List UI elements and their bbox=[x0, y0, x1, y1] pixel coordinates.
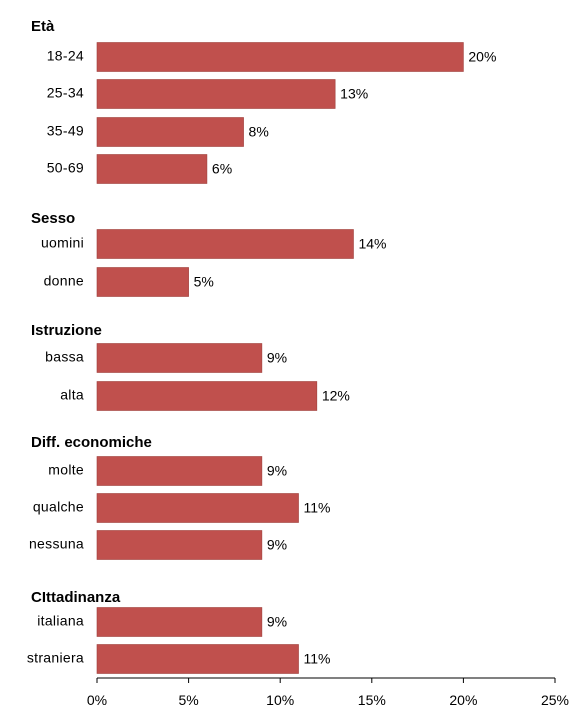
bar-istruzione-alta bbox=[96, 381, 318, 411]
data-label-sesso-donne: 5% bbox=[194, 274, 214, 290]
x-tick-label-1: 5% bbox=[178, 692, 198, 708]
data-label-diff-economiche-qualche: 11% bbox=[304, 500, 331, 516]
bar-eta-18-24 bbox=[96, 42, 464, 72]
bar-sesso-uomini bbox=[96, 229, 354, 259]
category-label-cittadinanza-straniera: straniera bbox=[27, 650, 84, 666]
category-label-eta-25-34: 25-34 bbox=[47, 85, 84, 101]
category-label-sesso-donne: donne bbox=[44, 273, 84, 289]
bar-eta-25-34 bbox=[96, 79, 336, 109]
data-label-diff-economiche-nessuna: 9% bbox=[267, 537, 287, 553]
data-label-istruzione-alta: 12% bbox=[322, 388, 350, 404]
data-label-cittadinanza-italiana: 9% bbox=[267, 614, 287, 630]
x-tick-label-2: 10% bbox=[266, 692, 294, 708]
group-title-cittadinanza: CIttadinanza bbox=[31, 589, 121, 606]
bar-istruzione-bassa bbox=[96, 343, 263, 373]
bar-eta-50-69 bbox=[96, 154, 208, 184]
category-label-istruzione-bassa: bassa bbox=[45, 349, 84, 365]
data-label-cittadinanza-straniera: 11% bbox=[304, 651, 331, 667]
group-title-sesso: Sesso bbox=[31, 210, 75, 227]
group-title-eta: Età bbox=[31, 18, 55, 35]
bar-diff-economiche-molte bbox=[96, 456, 263, 486]
x-tick-label-4: 20% bbox=[449, 692, 477, 708]
data-label-sesso-uomini: 14% bbox=[358, 236, 386, 252]
bar-cittadinanza-straniera bbox=[96, 644, 299, 674]
category-label-diff-economiche-molte: molte bbox=[48, 462, 84, 478]
bar-eta-35-49 bbox=[96, 117, 244, 147]
bar-diff-economiche-nessuna bbox=[96, 530, 263, 560]
category-label-diff-economiche-qualche: qualche bbox=[33, 499, 84, 515]
data-label-diff-economiche-molte: 9% bbox=[267, 463, 287, 479]
category-label-istruzione-alta: alta bbox=[60, 387, 84, 403]
category-label-cittadinanza-italiana: italiana bbox=[37, 613, 84, 629]
x-tick-label-3: 15% bbox=[358, 692, 386, 708]
data-label-istruzione-bassa: 9% bbox=[267, 350, 287, 366]
group-title-diff-economiche: Diff. economiche bbox=[31, 434, 152, 451]
bar-diff-economiche-qualche bbox=[96, 493, 299, 523]
category-label-eta-18-24: 18-24 bbox=[47, 48, 84, 64]
data-label-eta-50-69: 6% bbox=[212, 161, 232, 177]
data-label-eta-18-24: 20% bbox=[468, 49, 496, 65]
x-tick-label-0: 0% bbox=[87, 692, 107, 708]
category-label-sesso-uomini: uomini bbox=[41, 235, 84, 251]
bar-sesso-donne bbox=[96, 267, 189, 297]
category-label-eta-50-69: 50-69 bbox=[47, 160, 84, 176]
group-title-istruzione: Istruzione bbox=[31, 322, 102, 339]
category-label-diff-economiche-nessuna: nessuna bbox=[29, 536, 84, 552]
data-label-eta-25-34: 13% bbox=[340, 86, 368, 102]
data-label-eta-35-49: 8% bbox=[249, 124, 269, 140]
bar-cittadinanza-italiana bbox=[96, 607, 263, 637]
category-label-eta-35-49: 35-49 bbox=[47, 123, 84, 139]
x-tick-label-5: 25% bbox=[541, 692, 569, 708]
